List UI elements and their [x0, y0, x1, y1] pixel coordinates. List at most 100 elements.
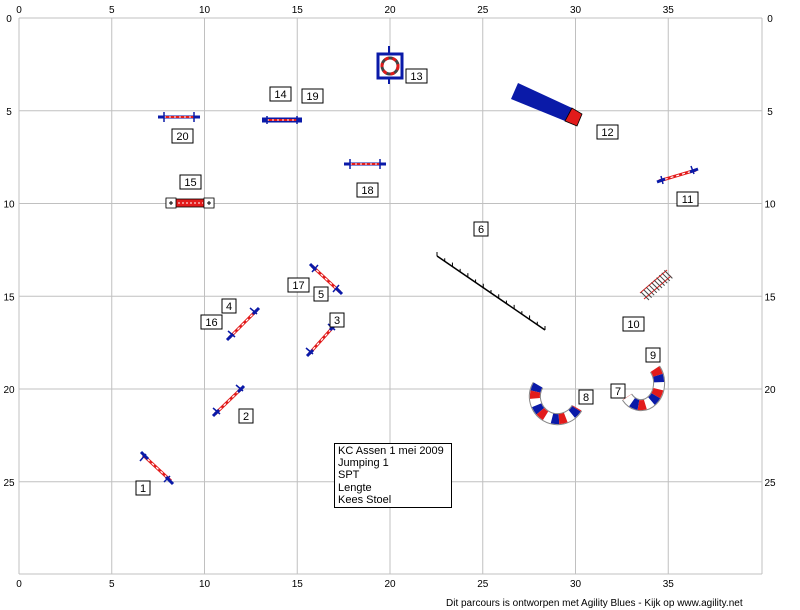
weave-pole: [651, 282, 660, 291]
y-tick-label-left: 20: [3, 385, 15, 396]
label-2: 2: [238, 408, 254, 424]
jump-1[interactable]: [139, 450, 175, 486]
svg-text:7: 7: [615, 386, 621, 398]
svg-text:4: 4: [226, 301, 232, 313]
label-16: 16: [200, 314, 223, 330]
tunnel-9[interactable]: [622, 365, 666, 412]
svg-text:13: 13: [410, 71, 422, 83]
x-tick-label-bottom: 30: [570, 579, 582, 590]
x-tick-label-bottom: 5: [109, 579, 115, 590]
y-tick-label-left: 5: [6, 107, 12, 118]
svg-text:11: 11: [682, 194, 693, 206]
jump-14-19[interactable]: [262, 116, 302, 124]
y-tick-label-right: 15: [764, 292, 776, 303]
tire-13[interactable]: [376, 46, 404, 84]
jump-11[interactable]: [656, 165, 699, 185]
svg-text:3: 3: [334, 315, 340, 327]
svg-text:15: 15: [184, 177, 196, 189]
label-1: 1: [135, 480, 151, 496]
y-tick-label-left: 15: [3, 292, 15, 303]
jump-3[interactable]: [305, 322, 338, 358]
weave-pole: [648, 284, 658, 294]
jump-4-16[interactable]: [225, 306, 261, 342]
weave-poles-10[interactable]: [639, 269, 673, 301]
svg-text:8: 8: [583, 392, 589, 404]
svg-text:16: 16: [205, 317, 217, 329]
y-tick-label-left: 25: [3, 478, 15, 489]
jump-2[interactable]: [211, 384, 246, 418]
label-7: 7: [610, 383, 626, 399]
svg-text:5: 5: [318, 289, 324, 301]
y-tick-label-right: 0: [767, 14, 773, 25]
svg-text:20: 20: [176, 131, 188, 143]
footer-credit: Dit parcours is ontworpen met Agility Bl…: [446, 598, 743, 609]
label-17: 17: [287, 277, 310, 293]
weave-pole: [653, 279, 663, 289]
class-name: Jumping 1: [338, 457, 389, 470]
label-12: 12: [596, 124, 619, 140]
x-tick-label-bottom: 15: [292, 579, 304, 590]
svg-text:17: 17: [292, 280, 304, 292]
y-tick-label-left: 10: [3, 200, 15, 211]
y-tick-label-right: 25: [764, 478, 776, 489]
course-type: SPT: [338, 469, 360, 482]
label-20: 20: [171, 128, 194, 144]
label-19: 19: [301, 88, 324, 104]
svg-text:14: 14: [274, 89, 286, 101]
svg-text:9: 9: [650, 350, 656, 362]
weave-pole: [645, 286, 655, 296]
weave-pole: [640, 291, 650, 301]
svg-text:10: 10: [627, 319, 639, 331]
weave-pole: [658, 274, 668, 284]
svg-text:19: 19: [306, 91, 318, 103]
x-tick-label-bottom: 10: [199, 579, 211, 590]
dog-walk-6[interactable]: [436, 252, 546, 331]
y-tick-label-right: 10: [764, 200, 776, 211]
x-tick-label-top: 25: [477, 5, 489, 16]
label-3: 3: [329, 312, 345, 328]
label-13: 13: [405, 68, 428, 84]
label-4: 4: [221, 298, 237, 314]
x-tick-label-top: 10: [199, 5, 211, 16]
weave-pole: [661, 272, 671, 282]
number-labels: 1 2 3 4 5 6 7 8 9 10 11 12 13 14 15 16 1…: [135, 68, 699, 496]
jump-18[interactable]: [344, 159, 386, 169]
long-jump-15[interactable]: [165, 197, 215, 209]
label-5: 5: [313, 286, 329, 302]
x-tick-label-top: 20: [384, 5, 396, 16]
label-15: 15: [179, 174, 202, 190]
svg-text:6: 6: [478, 224, 484, 236]
x-tick-label-top: 30: [570, 5, 582, 16]
x-tick-label-top: 5: [109, 5, 115, 16]
x-tick-label-top: 35: [663, 5, 675, 16]
x-tick-label-bottom: 0: [16, 579, 22, 590]
jump-20[interactable]: [158, 112, 200, 122]
label-14: 14: [269, 86, 292, 102]
grid: [18, 17, 763, 575]
event-name: KC Assen 1 mei 2009: [338, 445, 444, 457]
label-18: 18: [356, 182, 379, 198]
y-tick-label-right: 5: [767, 107, 773, 118]
size-category: Lengte: [338, 481, 372, 494]
jump-5-17[interactable]: [308, 262, 344, 296]
x-tick-label-top: 0: [16, 5, 22, 16]
label-9: 9: [645, 347, 661, 363]
svg-text:2: 2: [243, 411, 249, 423]
svg-text:18: 18: [361, 185, 373, 197]
tunnel-8[interactable]: [528, 381, 583, 426]
svg-text:12: 12: [601, 127, 613, 139]
weave-pole: [656, 277, 665, 286]
x-tick-label-bottom: 25: [477, 579, 489, 590]
course-info-box: KC Assen 1 mei 2009 Jumping 1 SPT Lengte…: [334, 443, 452, 508]
label-11: 11: [676, 191, 699, 207]
label-8: 8: [578, 389, 594, 405]
x-tick-label-top: 15: [292, 5, 304, 16]
svg-text:1: 1: [140, 483, 146, 495]
x-tick-label-bottom: 35: [663, 579, 675, 590]
chute-12[interactable]: [511, 83, 583, 127]
weave-pole: [643, 289, 652, 298]
label-10: 10: [622, 316, 645, 332]
weave-pole: [664, 270, 673, 279]
